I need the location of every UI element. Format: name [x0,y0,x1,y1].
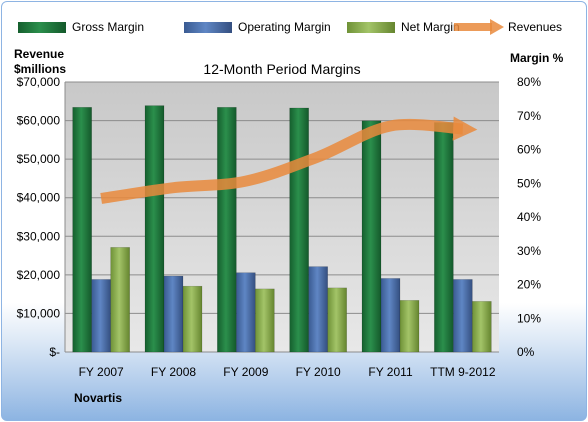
legend-swatch [18,22,66,33]
legend-arrow-icon [490,19,504,35]
chart-title: 12-Month Period Margins [203,61,360,77]
left-axis-ticks: $- $10,000 $20,000 $30,000 $40,000 $50,000 $60… [17,75,61,359]
bar-net-margin [182,285,203,353]
right-tick-label: 70% [517,109,541,123]
company-name: Novartis [74,391,122,405]
right-axis-ticks: 0% 10% 20% 30% 40% 50% 60% 70% 80% [517,75,541,359]
bar-operating-margin [380,278,401,353]
bar-gross-margin [289,107,309,353]
bar-gross-margin [361,120,382,353]
left-tick-label: $70,000 [17,75,61,89]
left-tick-label: $20,000 [17,268,61,282]
right-tick-label: 80% [517,75,541,89]
right-tick-label: 60% [517,143,541,157]
left-tick-label: $- [49,345,60,359]
revenue-series-line [100,116,478,204]
bars [72,105,492,353]
bar-net-margin [255,288,275,353]
x-tick-label: FY 2010 [296,365,341,379]
revenue-line [100,116,478,204]
legend-label: Operating Margin [238,20,331,34]
bar-operating-margin [91,279,111,353]
legend: Gross Margin Operating Margin Net Margin Re… [18,19,562,35]
left-axis-title-line1: Revenue [14,47,64,61]
bar-operating-margin [163,275,184,353]
right-tick-label: 20% [517,278,541,292]
x-tick-label: FY 2008 [151,365,196,379]
right-tick-label: 10% [517,311,541,325]
bar-net-margin [327,287,347,353]
x-tick-label: FY 2009 [223,365,268,379]
right-tick-label: 30% [517,244,541,258]
bar-gross-margin [144,105,165,353]
right-tick-label: 40% [517,210,541,224]
right-tick-label: 50% [517,176,541,190]
bar-net-margin [472,301,492,353]
right-tick-label: 0% [517,345,535,359]
left-tick-label: $60,000 [17,114,61,128]
bar-net-margin [110,247,130,353]
bar-operating-margin [308,266,328,353]
left-tick-label: $50,000 [17,152,61,166]
bar-operating-margin [453,279,473,353]
legend-label: Revenues [508,20,562,34]
right-axis-title: Margin % [510,51,564,65]
left-tick-label: $40,000 [17,191,61,205]
bar-operating-margin [236,272,256,353]
x-tick-label: FY 2011 [368,365,413,379]
legend-swatch [184,22,232,33]
gridlines [64,81,499,353]
x-axis-ticks: FY 2007 FY 2008 FY 2009 FY 2010 FY 2011 TTM 9… [79,365,496,379]
bar-gross-margin [217,107,237,353]
x-tick-label: TTM 9-2012 [430,365,496,379]
legend-label: Gross Margin [72,20,144,34]
bar-gross-margin [72,107,92,353]
bar-gross-margin [434,122,454,353]
legend-swatch [347,22,395,33]
x-tick-label: FY 2007 [79,365,124,379]
left-tick-label: $10,000 [17,306,61,320]
left-tick-label: $30,000 [17,229,61,243]
left-axis-title-line2: $millions [14,62,66,76]
legend-label: Net Margin [401,20,460,34]
bar-net-margin [399,300,420,353]
